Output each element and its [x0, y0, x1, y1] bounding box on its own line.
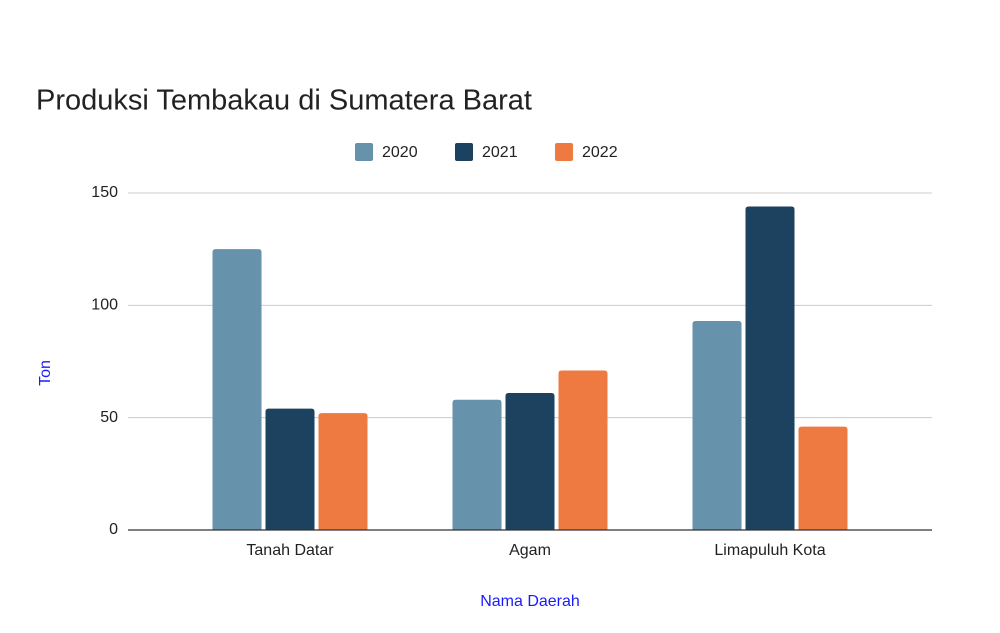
legend-label: 2020: [382, 144, 418, 161]
bar: [692, 321, 742, 530]
legend-label: 2022: [582, 144, 618, 161]
y-tick-label: 0: [109, 521, 118, 538]
y-axis-label: Ton: [37, 360, 54, 386]
legend-label: 2021: [482, 144, 518, 161]
bar: [558, 370, 608, 530]
bar: [318, 413, 368, 530]
legend-swatch: [555, 143, 573, 161]
bar: [452, 399, 502, 530]
bar: [798, 426, 848, 530]
x-axis-label: Nama Daerah: [480, 593, 580, 610]
bar: [745, 206, 795, 531]
bar: [265, 408, 315, 530]
legend: 2020 2021 2022: [355, 143, 618, 161]
x-tick-label: Tanah Datar: [246, 542, 334, 559]
y-tick-label: 50: [100, 409, 118, 426]
bar: [505, 392, 555, 530]
legend-swatch: [455, 143, 473, 161]
y-tick-label: 150: [91, 184, 118, 201]
x-tick-label: Agam: [509, 542, 551, 559]
x-tick-label: Limapuluh Kota: [714, 542, 825, 559]
legend-swatch: [355, 143, 373, 161]
y-tick-label: 100: [91, 297, 118, 314]
bar: [212, 249, 262, 530]
chart-title: Produksi Tembakau di Sumatera Barat: [36, 85, 532, 117]
